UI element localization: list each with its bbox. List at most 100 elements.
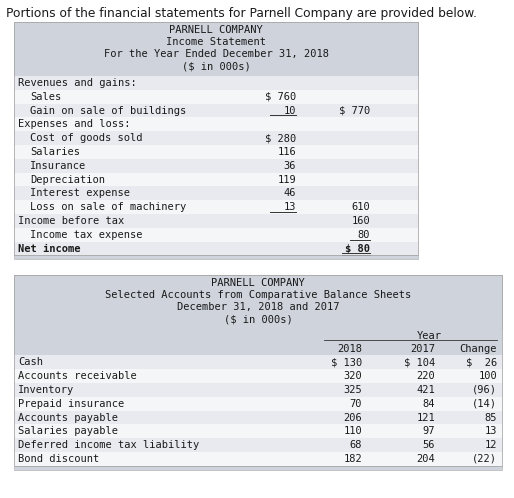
Text: Prepaid insurance: Prepaid insurance bbox=[18, 399, 124, 409]
Bar bbox=[14, 159, 418, 173]
Text: 68: 68 bbox=[350, 440, 362, 450]
Text: 121: 121 bbox=[416, 412, 435, 422]
Text: Inventory: Inventory bbox=[18, 385, 74, 395]
Text: 325: 325 bbox=[343, 385, 362, 395]
Text: 97: 97 bbox=[423, 426, 435, 436]
Text: Year: Year bbox=[417, 331, 442, 341]
Text: 110: 110 bbox=[343, 426, 362, 436]
Text: Salaries payable: Salaries payable bbox=[18, 426, 118, 436]
Text: Cash: Cash bbox=[18, 357, 43, 368]
Text: 13: 13 bbox=[485, 426, 497, 436]
Bar bbox=[14, 397, 502, 410]
Text: ($ in 000s): ($ in 000s) bbox=[181, 61, 250, 71]
Text: ($ in 000s): ($ in 000s) bbox=[224, 314, 292, 324]
Text: Interest expense: Interest expense bbox=[30, 188, 130, 198]
Bar bbox=[14, 356, 502, 369]
Text: Income tax expense: Income tax expense bbox=[30, 230, 142, 240]
Text: 46: 46 bbox=[284, 188, 296, 198]
Text: For the Year Ended December 31, 2018: For the Year Ended December 31, 2018 bbox=[103, 49, 328, 59]
Text: Portions of the financial statements for Parnell Company are provided below.: Portions of the financial statements for… bbox=[6, 7, 477, 20]
Text: Revenues and gains:: Revenues and gains: bbox=[18, 78, 137, 88]
Text: Income Statement: Income Statement bbox=[166, 37, 266, 47]
Bar bbox=[14, 228, 418, 242]
Text: 80: 80 bbox=[358, 230, 370, 240]
Text: 12: 12 bbox=[485, 440, 497, 450]
Text: 204: 204 bbox=[416, 454, 435, 464]
Text: $ 130: $ 130 bbox=[331, 357, 362, 368]
Bar bbox=[14, 275, 502, 329]
Text: Expenses and loss:: Expenses and loss: bbox=[18, 120, 131, 129]
Text: 119: 119 bbox=[277, 174, 296, 184]
Text: 10: 10 bbox=[284, 106, 296, 116]
Bar bbox=[14, 22, 418, 255]
Text: Change: Change bbox=[460, 344, 497, 354]
Text: 220: 220 bbox=[416, 371, 435, 381]
Text: 610: 610 bbox=[351, 202, 370, 212]
Bar bbox=[14, 214, 418, 228]
Bar bbox=[14, 186, 418, 200]
Text: 160: 160 bbox=[351, 216, 370, 226]
Text: Net income: Net income bbox=[18, 244, 81, 253]
Text: 2018: 2018 bbox=[337, 344, 362, 354]
Bar bbox=[14, 329, 502, 343]
Text: PARNELL COMPANY: PARNELL COMPANY bbox=[211, 278, 305, 288]
Bar bbox=[14, 118, 418, 131]
Text: Insurance: Insurance bbox=[30, 161, 86, 171]
Bar bbox=[14, 76, 418, 90]
Bar bbox=[14, 424, 502, 438]
Text: Cost of goods sold: Cost of goods sold bbox=[30, 133, 142, 143]
Text: 84: 84 bbox=[423, 399, 435, 409]
Bar bbox=[14, 104, 418, 118]
Bar bbox=[14, 22, 418, 76]
Text: $ 770: $ 770 bbox=[339, 106, 370, 116]
Text: $ 280: $ 280 bbox=[265, 133, 296, 143]
Bar bbox=[14, 145, 418, 159]
Text: (14): (14) bbox=[472, 399, 497, 409]
Text: Loss on sale of machinery: Loss on sale of machinery bbox=[30, 202, 186, 212]
Bar bbox=[14, 410, 502, 424]
Text: Selected Accounts from Comparative Balance Sheets: Selected Accounts from Comparative Balan… bbox=[105, 290, 411, 300]
Text: 36: 36 bbox=[284, 161, 296, 171]
Text: $  26: $ 26 bbox=[466, 357, 497, 368]
Text: Income before tax: Income before tax bbox=[18, 216, 124, 226]
Text: 56: 56 bbox=[423, 440, 435, 450]
Text: 320: 320 bbox=[343, 371, 362, 381]
Text: 182: 182 bbox=[343, 454, 362, 464]
Text: Gain on sale of buildings: Gain on sale of buildings bbox=[30, 106, 186, 116]
Bar bbox=[14, 255, 418, 259]
Bar bbox=[14, 131, 418, 145]
Text: (96): (96) bbox=[472, 385, 497, 395]
Bar bbox=[14, 369, 502, 383]
Text: Depreciation: Depreciation bbox=[30, 174, 105, 184]
Text: (22): (22) bbox=[472, 454, 497, 464]
Bar bbox=[14, 275, 502, 466]
Bar bbox=[14, 90, 418, 104]
Text: 70: 70 bbox=[350, 399, 362, 409]
Text: 421: 421 bbox=[416, 385, 435, 395]
Text: Accounts receivable: Accounts receivable bbox=[18, 371, 137, 381]
Bar bbox=[14, 173, 418, 186]
Bar bbox=[14, 200, 418, 214]
Bar bbox=[14, 438, 502, 452]
Text: Sales: Sales bbox=[30, 92, 61, 102]
Text: 13: 13 bbox=[284, 202, 296, 212]
Text: 206: 206 bbox=[343, 412, 362, 422]
Text: Deferred income tax liability: Deferred income tax liability bbox=[18, 440, 199, 450]
Text: 100: 100 bbox=[478, 371, 497, 381]
Bar bbox=[14, 383, 502, 397]
Bar bbox=[14, 343, 502, 356]
Text: PARNELL COMPANY: PARNELL COMPANY bbox=[169, 25, 263, 35]
Text: 85: 85 bbox=[485, 412, 497, 422]
Text: $ 760: $ 760 bbox=[265, 92, 296, 102]
Bar bbox=[14, 242, 418, 255]
Text: 2017: 2017 bbox=[410, 344, 435, 354]
Bar bbox=[14, 452, 502, 466]
Text: December 31, 2018 and 2017: December 31, 2018 and 2017 bbox=[177, 302, 339, 312]
Bar bbox=[14, 466, 502, 470]
Text: Bond discount: Bond discount bbox=[18, 454, 99, 464]
Text: $ 80: $ 80 bbox=[345, 244, 370, 253]
Text: $ 104: $ 104 bbox=[404, 357, 435, 368]
Text: Accounts payable: Accounts payable bbox=[18, 412, 118, 422]
Text: 116: 116 bbox=[277, 147, 296, 157]
Text: Salaries: Salaries bbox=[30, 147, 80, 157]
